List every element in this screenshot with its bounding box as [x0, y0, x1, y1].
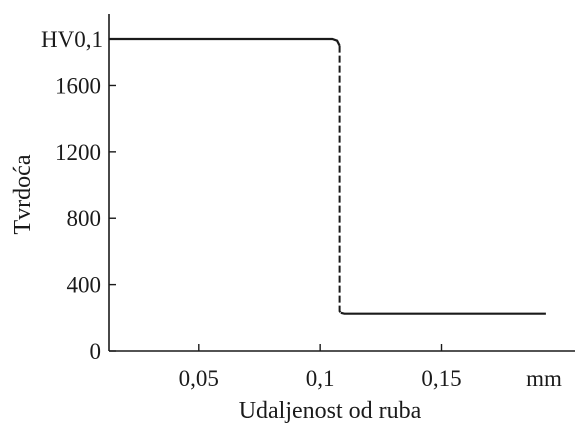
y-tick-label: 1200	[55, 140, 101, 165]
series-group	[109, 37, 546, 315]
y-tick-label: 0	[90, 339, 102, 364]
y-tick-label: 400	[67, 273, 102, 298]
x-ticks: 0,05 0,1 0,15	[179, 344, 462, 391]
x-unit-label: mm	[526, 366, 562, 391]
series-line-1	[109, 37, 341, 47]
y-tick-label: 800	[67, 206, 102, 231]
x-tick-label: 0,15	[421, 366, 461, 391]
x-axis-title: Udaljenost od ruba	[239, 398, 422, 424]
series-line-2-dashed	[338, 45, 342, 314]
x-tick-label: 0,1	[306, 366, 335, 391]
x-tick-label: 0,05	[179, 366, 219, 391]
y-ticks: 0 400 800 1200 1600	[55, 73, 116, 364]
chart-axes	[108, 14, 575, 352]
y-tick-label: 1600	[55, 73, 101, 98]
series-line-3	[340, 311, 546, 315]
y-unit-label: HV0,1	[41, 27, 103, 52]
y-axis-title: Tvrdoća	[10, 154, 36, 234]
